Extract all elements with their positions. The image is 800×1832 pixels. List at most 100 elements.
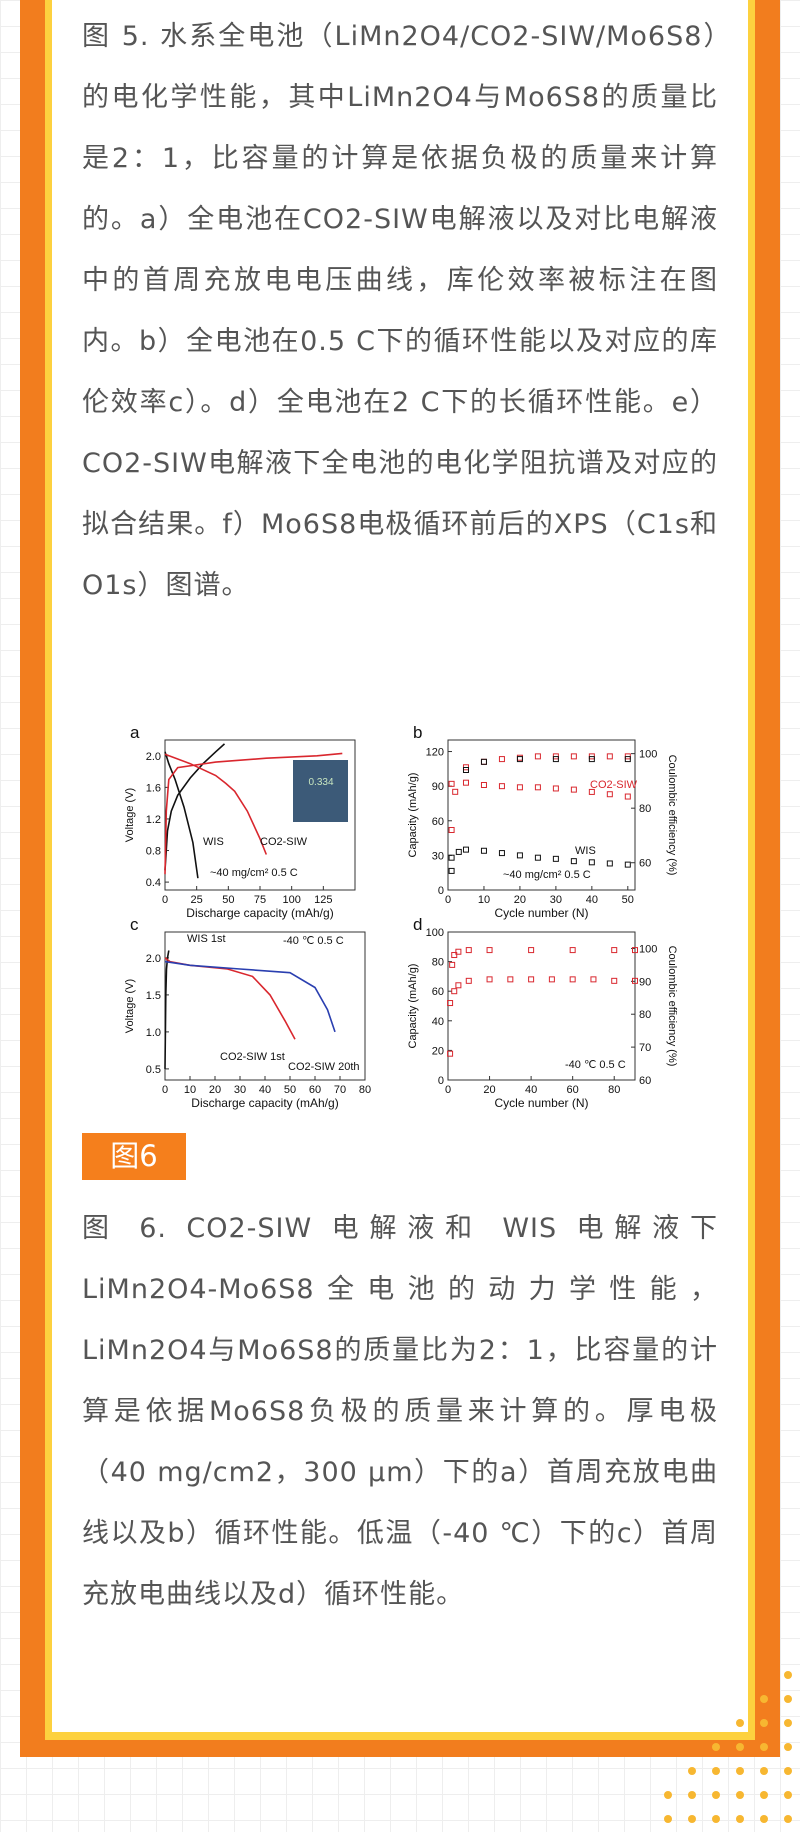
x-tick-label: 75 xyxy=(254,894,266,906)
data-point xyxy=(611,947,618,954)
x-tick-label: 40 xyxy=(586,894,598,906)
data-point xyxy=(516,852,523,859)
data-point xyxy=(452,788,459,795)
y-tick-label: 1.2 xyxy=(146,814,161,826)
data-point xyxy=(480,758,487,765)
decor-dot xyxy=(784,1743,792,1751)
y2-tick-label: 80 xyxy=(639,803,651,815)
data-point xyxy=(451,952,458,959)
series-line xyxy=(164,753,268,855)
y-tick-label: 40 xyxy=(432,1016,444,1028)
series-label: WIS 1st xyxy=(187,933,226,945)
data-point xyxy=(590,976,597,983)
x-tick-label: 20 xyxy=(514,894,526,906)
data-point xyxy=(632,947,638,954)
data-point xyxy=(448,854,455,861)
chart-panel-d: d 0 20 40 60 80 0 20 40 60 80 100 60 70 80 90 100 Coulomb… xyxy=(407,915,678,1110)
decor-dot xyxy=(760,1815,768,1823)
x-tick-label: 80 xyxy=(359,1084,371,1096)
data-point xyxy=(611,977,618,984)
data-point xyxy=(448,867,455,874)
decor-dot xyxy=(688,1815,696,1823)
data-point xyxy=(624,756,631,763)
data-point xyxy=(451,988,458,995)
decor-dot xyxy=(736,1743,744,1751)
y-tick-label: 2.0 xyxy=(146,751,161,763)
data-point xyxy=(552,756,559,763)
y2-tick-label: 100 xyxy=(639,749,657,761)
y-tick-label: 1.0 xyxy=(146,1027,161,1039)
panel-letter: b xyxy=(413,723,422,742)
data-point xyxy=(462,767,469,773)
data-point xyxy=(606,753,613,760)
y-tick-label: 2.0 xyxy=(146,953,161,965)
decor-dot xyxy=(664,1815,672,1823)
figure6-caption: 图 6. CO2-SIW 电解液和 WIS 电解液下 LiMn2O4-Mo6S8… xyxy=(82,1213,718,1610)
data-point xyxy=(588,859,595,866)
y-tick-label: 0.4 xyxy=(146,877,161,889)
y-tick-label: 30 xyxy=(432,850,444,862)
y-axis-label: Voltage (V) xyxy=(124,979,136,1033)
y-tick-label: 90 xyxy=(432,781,444,793)
x-axis-label: Cycle number (N) xyxy=(494,1096,588,1110)
series-line xyxy=(164,950,170,1069)
data-point xyxy=(528,947,535,954)
decor-dot xyxy=(760,1695,768,1703)
chart-panel-a: a 0 25 50 75 100 125 0.4 0.8 1.2 1.6 2.0 Discharge c… xyxy=(124,723,356,920)
decor-dot xyxy=(784,1791,792,1799)
data-point xyxy=(570,753,577,760)
data-point xyxy=(498,850,505,857)
x-tick-label: 20 xyxy=(483,1084,495,1096)
data-point xyxy=(569,976,576,983)
inset-photo xyxy=(293,760,348,822)
decorative-dots xyxy=(664,1671,792,1823)
decor-dot xyxy=(664,1791,672,1799)
condition-annotation: ~40 mg/cm² 0.5 C xyxy=(210,867,298,879)
decor-dot xyxy=(784,1695,792,1703)
x-tick-label: 50 xyxy=(622,894,634,906)
data-point xyxy=(486,947,493,954)
data-point xyxy=(534,854,541,861)
x-axis-label: Discharge capacity (mAh/g) xyxy=(191,1096,338,1110)
decor-dot xyxy=(784,1815,792,1823)
data-point xyxy=(606,791,613,798)
condition-annotation: -40 ℃ 0.5 C xyxy=(565,1059,626,1071)
x-tick-label: 0 xyxy=(162,1084,168,1096)
decor-dot xyxy=(736,1791,744,1799)
y-tick-label: 1.6 xyxy=(146,782,161,794)
decor-dot xyxy=(760,1719,768,1727)
condition-annotation: ~40 mg/cm² 0.5 C xyxy=(503,869,591,881)
x-tick-label: 0 xyxy=(445,894,451,906)
data-point xyxy=(507,976,514,983)
chart-panel-c: c 0 10 20 30 40 50 60 70 80 0.5 1.0 1.5 2.0 Discharge … xyxy=(124,915,371,1110)
decor-dot xyxy=(784,1671,792,1679)
plot-frame xyxy=(447,931,636,1081)
series-label: CO2-SIW xyxy=(260,836,308,848)
y-axis-label: Voltage (V) xyxy=(124,788,136,842)
data-point xyxy=(455,982,462,989)
figure6-tag: 图6 xyxy=(82,1133,186,1180)
x-tick-label: 60 xyxy=(567,1084,579,1096)
panel-letter: a xyxy=(130,723,140,742)
data-point xyxy=(588,788,595,795)
decor-dot xyxy=(736,1815,744,1823)
data-point xyxy=(528,976,535,983)
x-tick-label: 0 xyxy=(162,894,168,906)
data-point xyxy=(632,977,638,984)
x-tick-label: 100 xyxy=(282,894,300,906)
y-tick-label: 20 xyxy=(432,1045,444,1057)
data-point xyxy=(465,977,472,984)
series-line xyxy=(164,957,296,1040)
data-point xyxy=(455,848,462,855)
y-tick-label: 0 xyxy=(438,1075,444,1087)
series-line xyxy=(164,743,226,871)
y-axis-label: Capacity (mAh/g) xyxy=(407,773,419,858)
x-tick-label: 60 xyxy=(309,1084,321,1096)
data-point xyxy=(455,948,462,955)
decor-dot xyxy=(736,1767,744,1775)
data-point xyxy=(465,947,472,954)
data-point xyxy=(516,756,523,763)
panel-letter: d xyxy=(413,915,422,934)
y-tick-label: 1.5 xyxy=(146,990,161,1002)
